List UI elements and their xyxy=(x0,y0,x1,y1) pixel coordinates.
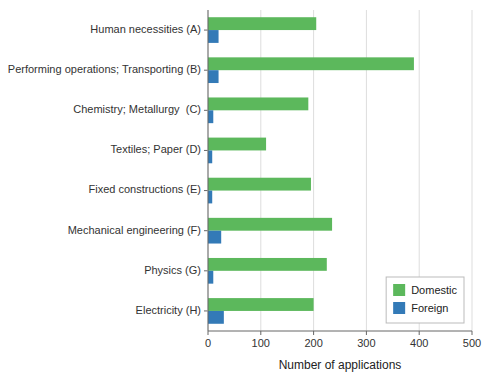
bar xyxy=(208,138,266,151)
bar xyxy=(208,231,221,244)
x-ticks: 0 100 200 300 400 500 xyxy=(205,331,481,349)
x-tick xyxy=(260,331,261,335)
bar xyxy=(208,17,316,30)
chart: Human necessities (A) Performing operatio… xyxy=(0,0,488,377)
bars xyxy=(208,17,414,324)
x-tick xyxy=(472,331,473,335)
bar xyxy=(208,97,308,110)
x-tick xyxy=(313,331,314,335)
y-tick-label: Performing operations; Transporting (B) xyxy=(8,63,201,75)
x-tick-label: 100 xyxy=(252,337,270,349)
y-tick xyxy=(204,30,208,31)
x-tick-label: 400 xyxy=(410,337,428,349)
y-axis-line xyxy=(208,10,209,331)
bar xyxy=(208,30,219,43)
x-tick-label: 200 xyxy=(304,337,322,349)
y-tick xyxy=(204,310,208,311)
y-tick xyxy=(204,270,208,271)
bar xyxy=(208,150,212,163)
x-tick-label: 500 xyxy=(463,337,481,349)
legend-box xyxy=(386,277,464,323)
grid xyxy=(208,10,472,331)
y-tick-label: Physics (G) xyxy=(144,264,201,276)
x-tick-label: 0 xyxy=(205,337,211,349)
y-tick xyxy=(204,190,208,191)
y-tick-label: Electricity (H) xyxy=(136,304,201,316)
x-tick xyxy=(366,331,367,335)
y-tick-label: Human necessities (A) xyxy=(90,23,201,35)
x-tick-label: 300 xyxy=(357,337,375,349)
bar xyxy=(208,70,219,83)
y-tick-labels: Human necessities (A) Performing operatio… xyxy=(8,23,201,316)
y-tick-label: Fixed constructions (E) xyxy=(89,183,201,195)
bar xyxy=(208,110,213,123)
y-tick-label: Textiles; Paper (D) xyxy=(111,143,201,155)
x-tick xyxy=(208,331,209,335)
legend-swatch xyxy=(393,284,405,296)
bar xyxy=(208,271,213,284)
bar xyxy=(208,218,332,231)
legend-label: Foreign xyxy=(411,302,448,314)
y-tick xyxy=(204,70,208,71)
legend-label: Domestic xyxy=(411,284,457,296)
legend: Domestic Foreign xyxy=(386,277,464,323)
y-tick xyxy=(204,230,208,231)
y-tick xyxy=(204,150,208,151)
bar xyxy=(208,298,314,311)
bar xyxy=(208,178,311,191)
bar xyxy=(208,311,224,324)
y-tick-label: Mechanical engineering (F) xyxy=(68,224,201,236)
bar xyxy=(208,258,327,271)
y-tick xyxy=(204,110,208,111)
x-axis-line xyxy=(208,331,472,332)
y-tick-label: Chemistry; Metallurgy (C) xyxy=(73,103,201,115)
legend-swatch xyxy=(393,302,405,314)
bar xyxy=(208,57,414,70)
x-axis-label: Number of applications xyxy=(279,358,402,372)
grid-line xyxy=(472,10,473,331)
grid-line xyxy=(208,10,209,331)
x-tick xyxy=(419,331,420,335)
bar xyxy=(208,191,212,204)
